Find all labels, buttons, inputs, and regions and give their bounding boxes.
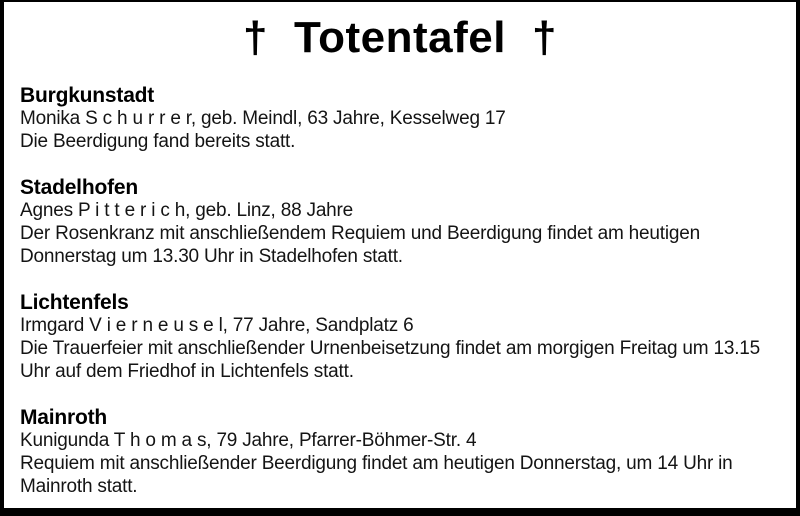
funeral-details: Die Trauerfeier mit anschließender Urnen… — [20, 338, 761, 382]
funeral-details: Der Rosenkranz mit anschließendem Requie… — [20, 223, 700, 267]
section-city-heading: Lichtenfels — [20, 291, 129, 314]
dagger-left-icon: † — [243, 13, 269, 62]
deceased-person-line: Agnes P i t t e r i c h, geb. Linz, 88 J… — [20, 200, 354, 221]
notices-list: Burgkunstadt Monika S c h u r r e r, geb… — [4, 84, 796, 498]
page-title-text: Totentafel — [294, 13, 506, 62]
obituary-section-stadelhofen: Stadelhofen Agnes P i t t e r i c h, geb… — [20, 176, 790, 268]
funeral-details: Die Beerdigung fand bereits statt. — [20, 131, 296, 152]
deceased-person-line: Irmgard V i e r n e u s e l, 77 Jahre, S… — [20, 315, 414, 336]
deceased-person-line: Monika S c h u r r e r, geb. Meindl, 63 … — [20, 108, 506, 129]
funeral-details: Requiem mit anschließender Beerdigung fi… — [20, 453, 733, 497]
section-city-heading: Burgkunstadt — [20, 84, 155, 107]
section-city-heading: Mainroth — [20, 406, 108, 429]
obituary-section-burgkunstadt: Burgkunstadt Monika S c h u r r e r, geb… — [20, 84, 790, 153]
page-title: † Totentafel † — [4, 15, 796, 61]
obituary-section-mainroth: Mainroth Kunigunda T h o m a s, 79 Jahre… — [20, 406, 790, 498]
section-city-heading: Stadelhofen — [20, 176, 138, 199]
deceased-person-line: Kunigunda T h o m a s, 79 Jahre, Pfarrer… — [20, 430, 477, 451]
obituary-section-lichtenfels: Lichtenfels Irmgard V i e r n e u s e l,… — [20, 291, 790, 383]
dagger-right-icon: † — [531, 13, 557, 62]
